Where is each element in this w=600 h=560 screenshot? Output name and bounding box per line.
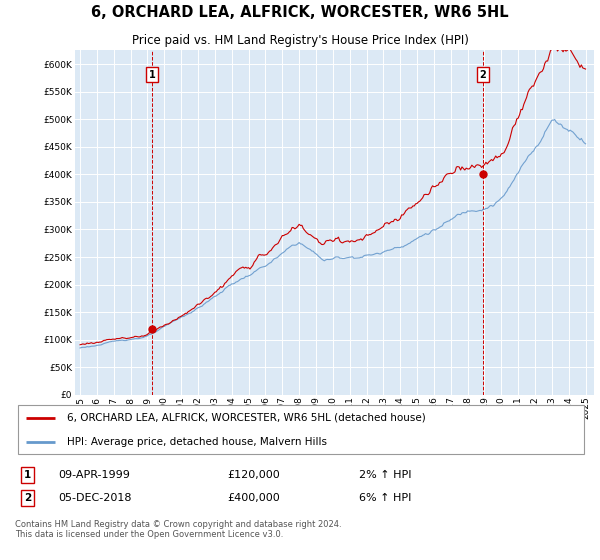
Text: HPI: Average price, detached house, Malvern Hills: HPI: Average price, detached house, Malv… (67, 437, 326, 447)
Text: 09-APR-1999: 09-APR-1999 (58, 470, 130, 480)
Text: 6% ↑ HPI: 6% ↑ HPI (359, 493, 411, 503)
Text: 2: 2 (480, 69, 487, 80)
Text: 2: 2 (24, 493, 31, 503)
Text: Contains HM Land Registry data © Crown copyright and database right 2024.
This d: Contains HM Land Registry data © Crown c… (15, 520, 341, 539)
Text: 6, ORCHARD LEA, ALFRICK, WORCESTER, WR6 5HL: 6, ORCHARD LEA, ALFRICK, WORCESTER, WR6 … (91, 5, 509, 20)
Text: 1: 1 (149, 69, 155, 80)
Text: 6, ORCHARD LEA, ALFRICK, WORCESTER, WR6 5HL (detached house): 6, ORCHARD LEA, ALFRICK, WORCESTER, WR6 … (67, 413, 425, 423)
Text: 05-DEC-2018: 05-DEC-2018 (58, 493, 131, 503)
Text: Price paid vs. HM Land Registry's House Price Index (HPI): Price paid vs. HM Land Registry's House … (131, 34, 469, 47)
Text: £400,000: £400,000 (227, 493, 280, 503)
FancyBboxPatch shape (18, 405, 584, 454)
Text: 1: 1 (24, 470, 31, 480)
Text: 2% ↑ HPI: 2% ↑ HPI (359, 470, 412, 480)
Text: £120,000: £120,000 (227, 470, 280, 480)
